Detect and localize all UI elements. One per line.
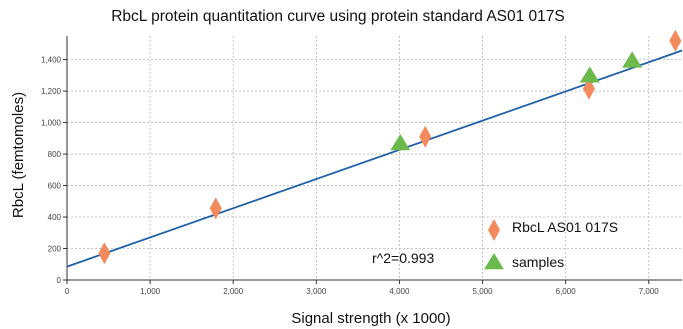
y-tick-label: 0 (57, 276, 62, 285)
legend-entry-label: samples (512, 254, 564, 270)
x-tick-label: 1,000 (140, 287, 161, 296)
x-tick-label: 4,000 (389, 287, 410, 296)
x-tick-label: 6,000 (556, 287, 577, 296)
triangle-point (390, 134, 411, 151)
fit-line (66, 49, 683, 268)
diamond-point (209, 197, 222, 220)
r-squared-annotation: r^2=0.993 (372, 250, 434, 266)
x-tick-label: 7,000 (639, 287, 660, 296)
axes (63, 36, 682, 284)
chart-title: RbcL protein quantitation curve using pr… (111, 8, 565, 25)
x-tick-label: 2,000 (223, 287, 244, 296)
fit-line-group (66, 49, 683, 268)
y-axis-label: RbcL (femtomoles) (10, 92, 27, 218)
x-tick-label: 0 (65, 287, 70, 296)
y-tick-label: 1,000 (41, 119, 62, 128)
diamond-point (419, 125, 432, 148)
legend-diamond-marker (488, 219, 500, 241)
grid (67, 36, 682, 280)
y-tick-label: 200 (48, 245, 62, 254)
y-tick-label: 1,400 (41, 56, 62, 65)
y-tick-label: 800 (48, 150, 62, 159)
data-points (98, 29, 682, 265)
triangle-point (622, 51, 643, 68)
y-tick-label: 1,200 (41, 87, 62, 96)
x-tick-label: 5,000 (473, 287, 494, 296)
diamond-point (669, 29, 682, 52)
x-axis-label: Signal strength (x 1000) (291, 310, 450, 327)
diamond-point (98, 242, 111, 265)
legend-triangle-marker (484, 253, 504, 270)
legend: RbcL AS01 017S samples (484, 219, 618, 270)
diamond-point (582, 77, 595, 100)
triangle-point (579, 66, 600, 83)
legend-entry-label: RbcL AS01 017S (512, 219, 618, 235)
y-tick-label: 400 (48, 213, 62, 222)
tick-labels: 0 1,000 2,000 3,000 4,000 5,000 6,000 7,000 0 200… (41, 56, 659, 296)
x-tick-label: 3,000 (306, 287, 327, 296)
y-tick-label: 600 (48, 182, 62, 191)
